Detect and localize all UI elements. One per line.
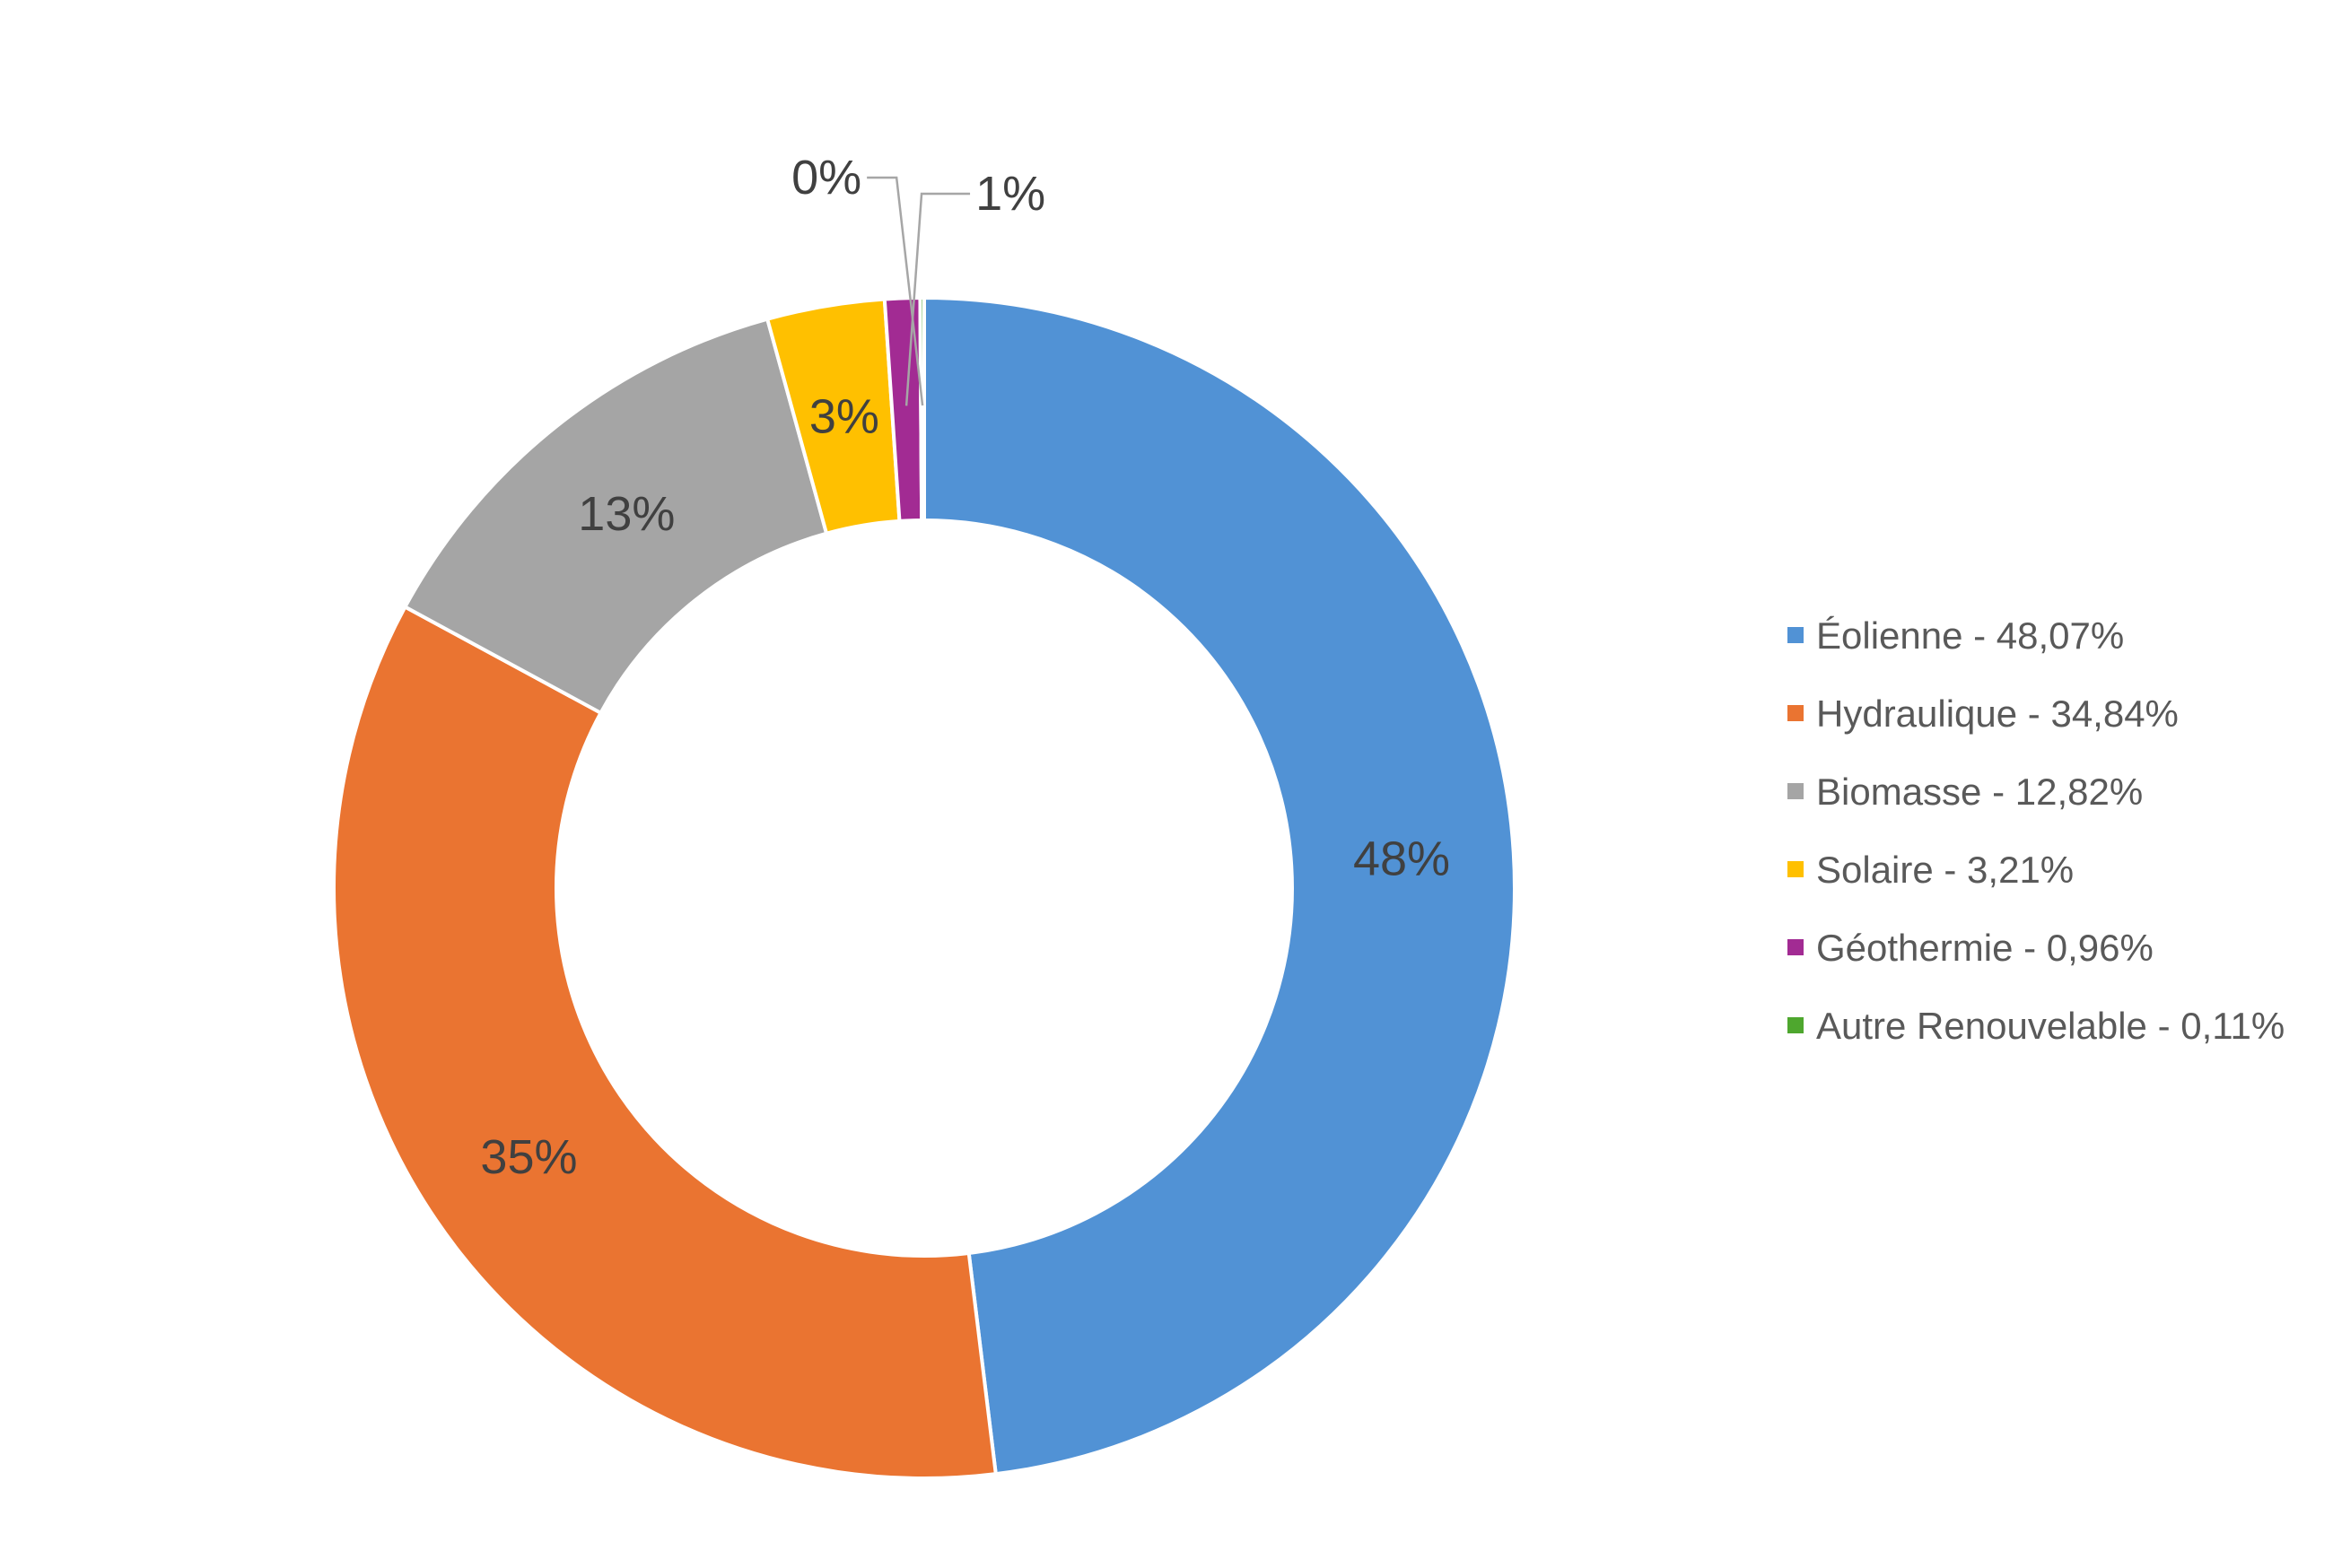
slice-label-solaire: 3% <box>809 390 879 444</box>
legend-swatch <box>1787 938 1804 955</box>
slice-hydraulique <box>332 604 999 1480</box>
legend: Éolienne - 48,07% Hydraulique - 34,84% Bio… <box>1787 596 2285 1064</box>
slice-autre-renouvelable <box>918 295 926 523</box>
slice-label-autre-renouvelable: 0% <box>791 151 861 205</box>
slice-label-hydraulique: 35% <box>480 1130 577 1184</box>
leader-line-geothermie <box>904 192 971 406</box>
slice-label-geothermie: 1% <box>975 167 1045 221</box>
legend-item-label: Solaire - 3,21% <box>1816 848 2075 891</box>
slice-label-biomasse: 13% <box>578 487 675 541</box>
legend-item-label: Biomasse - 12,82% <box>1816 770 2144 813</box>
legend-swatch <box>1787 704 1804 721</box>
slice-label-eolienne: 48% <box>1353 832 1450 886</box>
legend-swatch <box>1787 626 1804 643</box>
legend-swatch <box>1787 860 1804 877</box>
leader-line-autre-renouvelable <box>867 176 924 406</box>
legend-item-label: Éolienne - 48,07% <box>1816 614 2125 657</box>
slice-eolienne <box>922 295 1516 1477</box>
legend-item-label: Géothermie - 0,96% <box>1816 926 2154 969</box>
legend-item-label: Hydraulique - 34,84% <box>1816 692 2179 735</box>
legend-item: Solaire - 3,21% <box>1787 830 2285 908</box>
legend-swatch <box>1787 1016 1804 1033</box>
legend-item: Biomasse - 12,82% <box>1787 752 2285 830</box>
slice-biomasse <box>402 317 829 716</box>
legend-item: Hydraulique - 34,84% <box>1787 674 2285 752</box>
legend-item: Géothermie - 0,96% <box>1787 908 2285 986</box>
legend-item-label: Autre Renouvelable - 0,11% <box>1816 1004 2285 1047</box>
legend-item: Éolienne - 48,07% <box>1787 596 2285 674</box>
legend-swatch <box>1787 782 1804 799</box>
legend-item: Autre Renouvelable - 0,11% <box>1787 986 2285 1064</box>
